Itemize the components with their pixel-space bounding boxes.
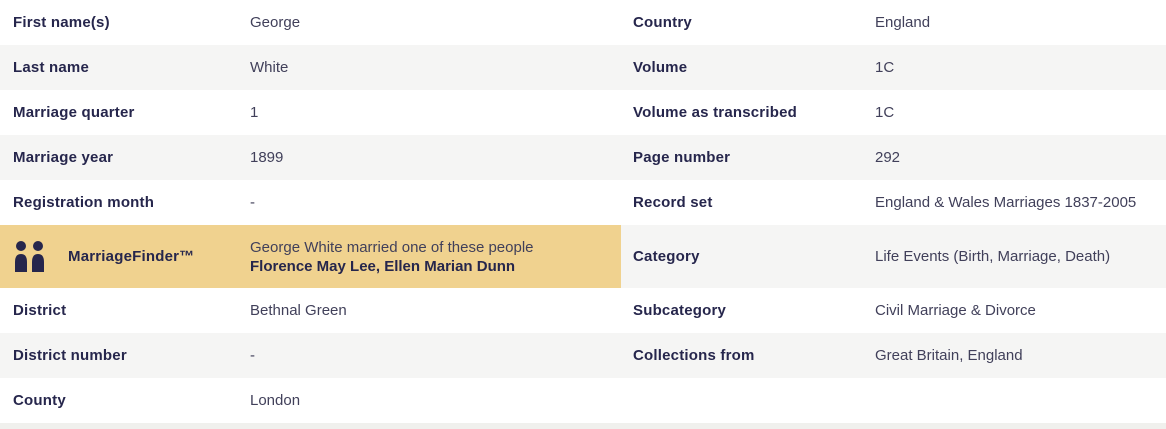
field-value: - xyxy=(250,347,255,364)
record-field-county: County London xyxy=(0,378,621,423)
record-field-volume: Volume 1C xyxy=(621,45,1166,90)
marriagefinder-matched-names: Florence May Lee, Ellen Marian Dunn xyxy=(250,257,516,275)
field-label: Registration month xyxy=(13,194,155,211)
record-field-last-name: Last name White xyxy=(0,45,621,90)
record-field-collections-from: Collections from Great Britain, England xyxy=(621,333,1166,378)
table-row: District Bethnal Green Subcategory Civil… xyxy=(0,288,1166,333)
field-label: County xyxy=(13,392,66,409)
field-value: Civil Marriage & Divorce xyxy=(875,302,1036,319)
field-label: Volume as transcribed xyxy=(633,104,797,121)
field-value: 1C xyxy=(875,59,895,76)
empty-cell xyxy=(621,378,1166,423)
table-row: Marriage quarter 1 Volume as transcribed… xyxy=(0,90,1166,135)
record-field-category: Category Life Events (Birth, Marriage, D… xyxy=(621,225,1166,288)
table-row: Registration month - Record set England … xyxy=(0,180,1166,225)
field-label: District xyxy=(13,302,67,319)
record-field-first-names: First name(s) George xyxy=(0,0,621,45)
record-field-volume-as-transcribed: Volume as transcribed 1C xyxy=(621,90,1166,135)
field-value: 1899 xyxy=(250,149,284,166)
record-field-district: District Bethnal Green xyxy=(0,288,621,333)
record-field-page-number: Page number 292 xyxy=(621,135,1166,180)
field-value: White xyxy=(250,59,289,76)
field-label: Volume xyxy=(633,59,688,76)
record-field-country: Country England xyxy=(621,0,1166,45)
field-label: Marriage quarter xyxy=(13,104,135,121)
field-label: First name(s) xyxy=(13,14,110,31)
next-row-edge xyxy=(0,423,1166,429)
field-value: 1 xyxy=(250,104,259,121)
marriagefinder-labelgroup: MarriageFinder™ xyxy=(13,241,250,272)
record-field-district-number: District number - xyxy=(0,333,621,378)
marriagefinder-result: George White married one of these people… xyxy=(250,238,534,276)
marriagefinder-panel: MarriageFinder™ George White married one… xyxy=(0,225,621,288)
record-field-marriage-quarter: Marriage quarter 1 xyxy=(0,90,621,135)
table-row: County London xyxy=(0,378,1166,423)
field-value: Great Britain, England xyxy=(875,347,1023,364)
record-field-registration-month: Registration month - xyxy=(0,180,621,225)
field-value: England xyxy=(875,14,931,31)
field-value: 1C xyxy=(875,104,895,121)
field-value: - xyxy=(250,194,255,211)
field-value: 292 xyxy=(875,149,901,166)
record-field-marriage-year: Marriage year 1899 xyxy=(0,135,621,180)
field-value: George xyxy=(250,14,301,31)
field-label: Page number xyxy=(633,149,731,166)
field-label: Subcategory xyxy=(633,302,727,319)
field-value: Bethnal Green xyxy=(250,302,347,319)
record-field-record-set: Record set England & Wales Marriages 183… xyxy=(621,180,1166,225)
record-field-subcategory: Subcategory Civil Marriage & Divorce xyxy=(621,288,1166,333)
table-row: Last name White Volume 1C xyxy=(0,45,1166,90)
field-label: Marriage year xyxy=(13,149,114,166)
field-label: Collections from xyxy=(633,347,755,364)
field-label: Category xyxy=(633,248,700,265)
field-label: Country xyxy=(633,14,692,31)
table-row: Marriage year 1899 Page number 292 xyxy=(0,135,1166,180)
field-label: Last name xyxy=(13,59,89,76)
marriagefinder-description: George White married one of these people xyxy=(250,238,534,256)
two-people-icon xyxy=(13,241,47,272)
field-label: Record set xyxy=(633,194,713,211)
field-label: District number xyxy=(13,347,127,364)
field-value: London xyxy=(250,392,301,409)
table-row: MarriageFinder™ George White married one… xyxy=(0,225,1166,288)
table-row: District number - Collections from Great… xyxy=(0,333,1166,378)
marriagefinder-label: MarriageFinder™ xyxy=(68,248,195,265)
table-row: First name(s) George Country England xyxy=(0,0,1166,45)
field-value: England & Wales Marriages 1837-2005 xyxy=(875,194,1137,211)
field-value: Life Events (Birth, Marriage, Death) xyxy=(875,248,1111,265)
